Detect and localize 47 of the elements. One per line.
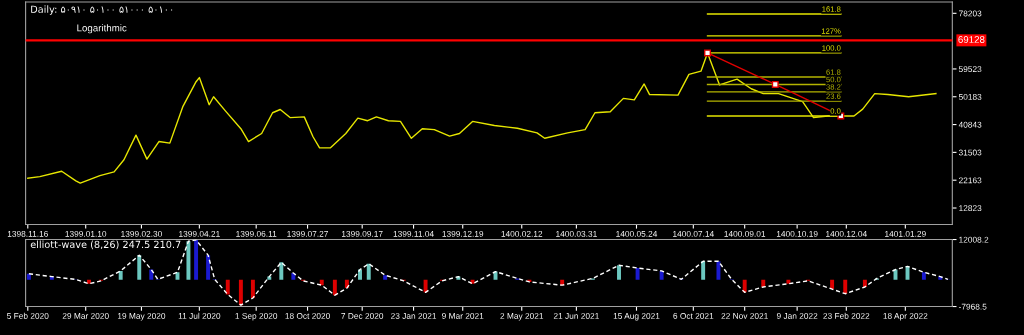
x-tick-label: 1399.12.19 (442, 230, 484, 237)
y-tick-label: 78203 (959, 10, 982, 17)
x-tick-label: 15 Aug 2021 (613, 313, 660, 321)
chart-title: Daily: ۵۰۹۱۰ ۵۰۱۰۰ ۵۱۰۰۰ ۵۰۱۰۰ (31, 5, 173, 15)
x-tick-label: 21 Jun 2021 (553, 313, 599, 319)
x-tick-label: 9 Jan 2022 (776, 313, 818, 319)
y-tick-label: 12823 (959, 205, 982, 212)
y-tick-label: -7968.5 (958, 303, 987, 310)
text: Logarithmic (77, 24, 127, 34)
x-tick-label: 1399.02.30 (121, 230, 162, 237)
x-tick-label: 29 Mar 2020 (62, 313, 109, 319)
x-tick-label: 1400.07.14 (673, 230, 714, 237)
y-tick-label: 50183 (958, 93, 982, 100)
x-tick-label: 1399.01.10 (65, 230, 107, 237)
y-tick-label: 40843 (958, 121, 982, 128)
x-tick-label: 1400.03.31 (556, 230, 597, 237)
x-tick-label: 23 Feb 2022 (823, 312, 870, 319)
x-tick-label: 2 May 2021 (500, 313, 544, 321)
x-tick-label: 7 Dec 2020 (341, 313, 384, 319)
x-tick-label: 19 May 2020 (117, 313, 166, 321)
x-tick-label: 1399.07.27 (287, 230, 328, 237)
x-tick-label: 1400.10.19 (776, 230, 818, 237)
x-tick-label: 1399.09.17 (341, 230, 383, 237)
x-tick-label: 18 Oct 2020 (285, 313, 330, 319)
y-tick-label: 12008.2 (959, 236, 989, 243)
x-tick-label: 1399.06.11 (236, 230, 277, 237)
x-tick-label: 9 Mar 2021 (442, 313, 484, 319)
x-tick-label: 1399.11.04 (393, 230, 434, 237)
x-tick-label: 22 Nov 2021 (721, 313, 768, 319)
x-tick-label: 6 Oct 2021 (673, 313, 714, 319)
x-tick-label: 1398.11.16 (7, 230, 48, 237)
x-tick-label: 11 Jul 2020 (178, 312, 221, 319)
y-tick-label: 22163 (958, 177, 982, 184)
x-tick-label: 18 Apr 2022 (883, 313, 928, 321)
x-tick-label: 1401.01.29 (885, 230, 926, 237)
x-tick-label: 23 Jan 2021 (391, 313, 437, 319)
x-tick-label: 1 Sep 2020 (235, 313, 278, 321)
y-tick-label: 59523 (958, 66, 982, 73)
x-tick-label: 1400.12.04 (826, 230, 867, 237)
y-tick-label: 31503 (958, 149, 982, 156)
x-tick-label: 1400.02.12 (501, 230, 543, 237)
x-tick-label: 5 Feb 2020 (7, 312, 49, 319)
x-tick-label: 1399.04.21 (179, 230, 220, 237)
chart-title: elliott-wave (8,26) 247.5 210.7 (30, 240, 181, 250)
x-tick-label: 1400.05.24 (616, 230, 658, 237)
ref-line-label: 69128 (958, 36, 985, 43)
x-tick-label: 1400.09.01 (724, 230, 766, 237)
